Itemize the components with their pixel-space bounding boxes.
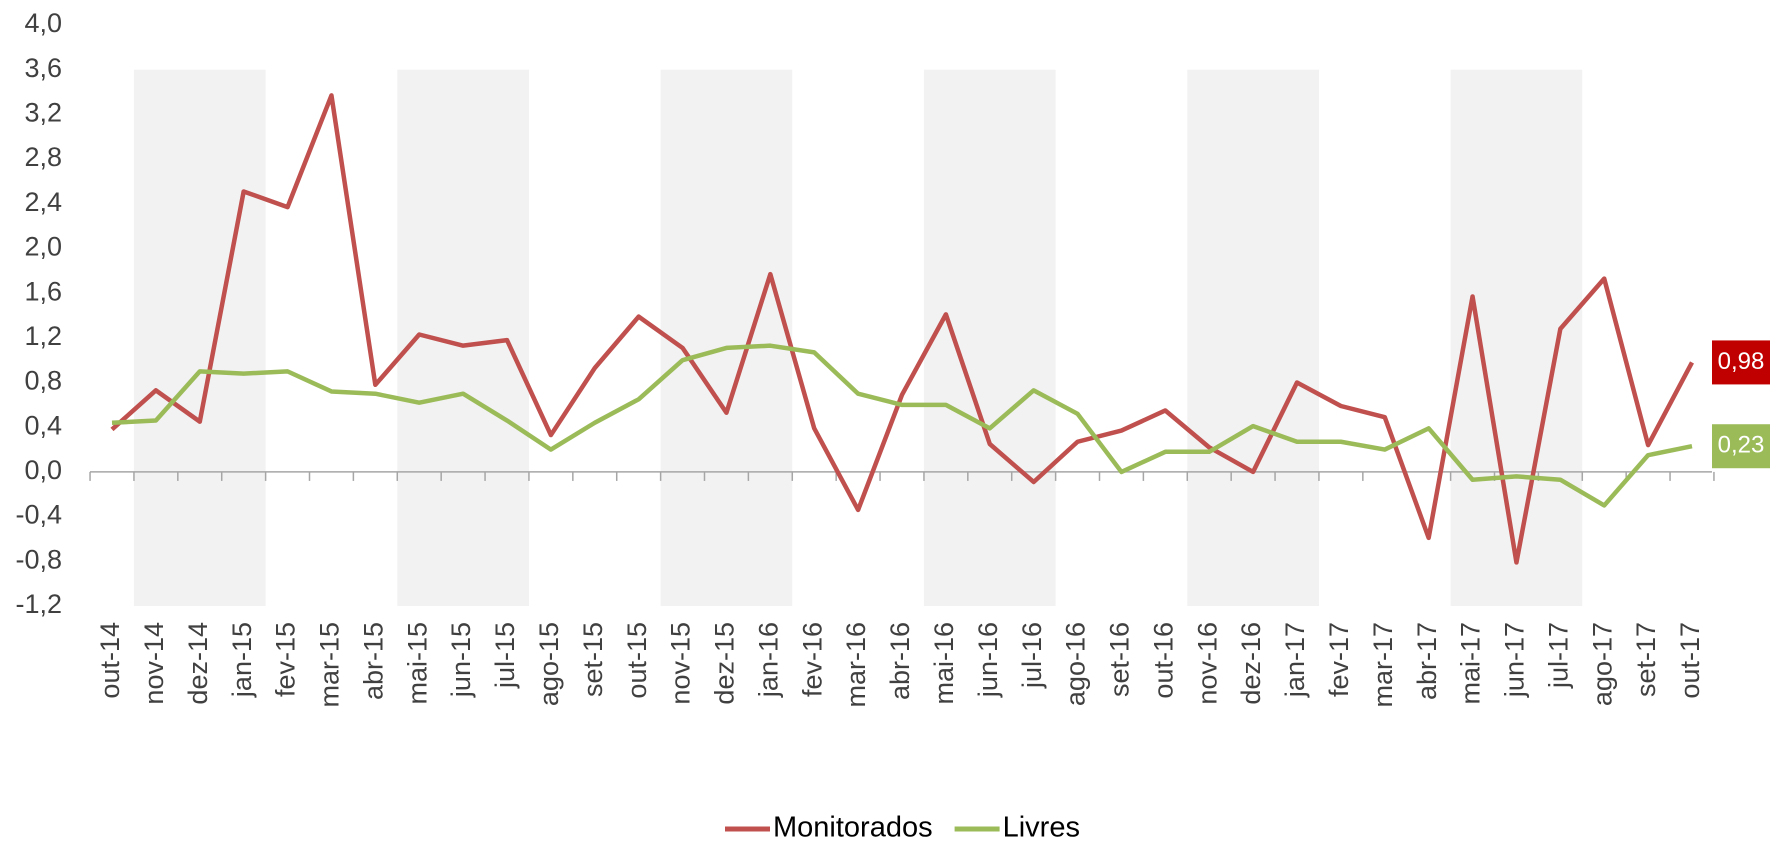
x-tick-label: jan-15 [227,622,257,698]
x-tick-label: mar-16 [841,622,871,708]
x-tick-label: abr-15 [358,622,388,700]
legend-label: Livres [1003,812,1080,843]
y-tick-label: -1,2 [15,589,62,619]
x-tick-label: jun-16 [973,622,1003,698]
y-tick-label: 4,0 [24,8,62,38]
x-tick-label: mar-17 [1368,622,1398,708]
x-tick-label: dez-16 [1236,622,1266,705]
x-tick-label: set-17 [1631,622,1661,697]
x-tick-label: abr-16 [885,622,915,700]
x-tick-label: ago-15 [534,622,564,706]
y-tick-label: -0,4 [15,500,62,530]
x-tick-label: out-14 [95,622,125,699]
x-tick-label: mai-17 [1456,622,1486,705]
y-tick-label: 1,6 [24,276,62,306]
x-tick-label: jul-15 [490,622,520,689]
x-tick-label: fev-17 [1324,622,1354,697]
x-tick-label: mai-16 [929,622,959,705]
y-tick-label: -0,8 [15,544,62,574]
legend-label: Monitorados [773,812,933,843]
y-tick-label: 3,2 [24,98,62,128]
value-label: 0,23 [1718,432,1765,459]
value-label-box [1712,424,1770,469]
x-tick-label: set-15 [578,622,608,697]
x-tick-label: ago-17 [1587,622,1617,706]
x-tick-label: nov-15 [666,622,696,705]
series-line [111,343,1693,508]
y-tick-label: 0,8 [24,366,62,396]
x-tick-label: set-16 [1105,622,1135,697]
y-tick-label: 1,2 [24,321,62,351]
shade-band [133,69,266,606]
shade-band [1187,69,1319,606]
value-label: 0,98 [1718,348,1765,375]
x-tick-label: nov-16 [1192,622,1222,705]
x-tick-label: abr-17 [1412,622,1442,700]
y-tick-label: 2,0 [24,232,62,262]
x-tick-label: mai-15 [402,622,432,705]
x-tick-label: jul-17 [1543,622,1573,689]
y-tick-label: 3,6 [24,53,62,83]
x-tick-label: out-15 [622,622,652,699]
x-tick-label: nov-14 [139,622,169,705]
y-tick-label: 2,8 [24,142,62,172]
y-tick-label: 0,4 [24,410,62,440]
x-tick-label: jun-17 [1500,622,1530,698]
x-tick-label: jun-15 [446,622,476,698]
shade-band [1450,69,1583,606]
x-tick-label: jan-17 [1280,622,1310,698]
y-tick-label: 0,0 [24,455,62,485]
x-tick-label: jan-16 [753,622,783,698]
x-tick-label: jul-16 [1017,622,1047,689]
shade-band [923,69,1056,606]
x-tick-label: dez-14 [183,622,213,705]
x-tick-label: dez-15 [710,622,740,705]
shade-band [660,69,793,606]
x-tick-label: out-17 [1675,622,1705,699]
x-tick-label: fev-16 [797,622,827,697]
x-tick-label: mar-15 [315,622,345,708]
series-line [110,93,1694,565]
x-tick-label: out-16 [1148,622,1178,699]
x-tick-label: fev-15 [271,622,301,697]
y-tick-label: 2,4 [24,187,62,217]
x-tick-label: ago-16 [1061,622,1091,706]
value-label-box [1712,340,1770,385]
